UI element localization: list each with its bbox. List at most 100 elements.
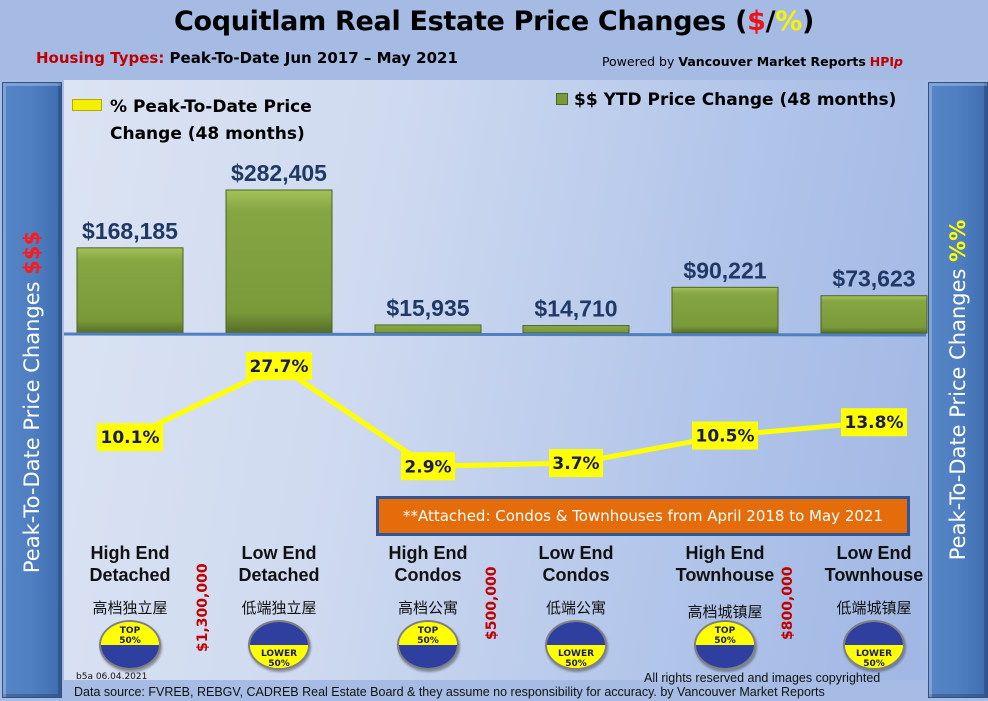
badge-line2: 50% [863,659,885,669]
bar-value-label: $15,935 [386,295,469,321]
legend-line-swatch [72,99,102,111]
point-label-background [401,452,455,481]
bar [76,247,184,334]
version-stamp: b5a 06.04.2021 [76,672,148,682]
category-line1: Low End [836,543,912,563]
badge-line1: TOP [417,626,439,636]
subtitle-text: Peak-To-Date Jun 2017 – May 2021 [164,49,458,67]
powered-hpi-p: p [894,54,903,69]
point-value-label: 3.7% [552,454,599,474]
bar-value-label: $282,405 [231,160,327,186]
bar [225,189,333,334]
subtitle: Housing Types: Peak-To-Date Jun 2017 – M… [36,49,458,67]
badge-line1: TOP [714,626,736,636]
legend-dollar: $$ YTD Price Change (48 months) [556,90,896,110]
badge-line2: 50% [714,636,736,646]
price-threshold-label: $1,300,000 [195,563,211,652]
point-label-background [246,352,312,380]
subtitle-label: Housing Types: [36,49,165,67]
category-chinese: 低端公寓 [545,599,606,617]
category-line2: Condos [394,565,462,585]
price-threshold-label: $800,000 [780,566,796,640]
category-label: High End Condos [358,542,498,586]
category-chinese: 低端独立屋 [241,599,317,617]
badge-line2: 50% [417,636,439,646]
category-label: Low End Condos [506,542,646,586]
rights-notice: All rights reserved and images copyright… [644,671,881,685]
category-line1: Low End [241,543,317,563]
badge-line1: LOWER [557,649,595,659]
powered-by: Powered by Vancouver Market Reports HPIp [602,54,903,69]
lower-50-badge-icon: LOWER 50% [545,620,607,670]
point-label-background [97,423,163,452]
category-line1: Low End [538,543,614,563]
badge-line1: LOWER [855,649,893,659]
point-value-label: 10.5% [696,427,755,447]
category-chinese: 高档独立屋 [92,599,168,617]
chart-title: Coquitlam Real Estate Price Changes ($/%… [0,6,988,37]
right-axis-panel: Peak-To-Date Price Changes %% [928,82,988,698]
category-line2: Townhouse [824,565,924,585]
badge-line1: LOWER [260,649,298,659]
badge-line2: 50% [119,636,141,646]
category-line2: Townhouse [675,565,775,585]
category-chinese: 高档公寓 [397,599,458,617]
legend-bar-swatch [556,93,568,105]
legend-percent: % Peak-To-Date Price Change (48 months) [72,94,312,148]
plot-area [64,80,926,680]
point-value-label: 2.9% [404,457,451,477]
lower-50-badge-icon: LOWER 50% [843,620,905,670]
bar [522,325,630,334]
point-value-label: 10.1% [101,428,160,448]
category-line2: Condos [542,565,610,585]
legend-percent-line2: Change (48 months) [110,124,305,144]
category-line1: High End [388,543,468,563]
badge-line1: TOP [119,626,141,636]
bar-value-label: $73,623 [832,266,915,292]
attached-note: **Attached: Condos & Townhouses from Apr… [376,496,910,536]
price-threshold-label: $500,000 [484,566,500,640]
category-chinese: 低端城镇屋 [836,599,912,617]
badge-line2: 50% [565,659,587,669]
bar-value-label: $14,710 [534,296,617,322]
top-50-badge-icon: TOP 50% [397,620,459,670]
powered-brand: Vancouver Market Reports [678,54,866,69]
powered-prefix: Powered by [601,54,679,69]
category-line2: Detached [89,565,171,585]
category-line1: High End [90,543,170,563]
bar-value-label: $168,185 [82,218,178,244]
title-percent: % [775,6,802,37]
top-50-badge-icon: TOP 50% [99,620,161,670]
point-value-label: 13.8% [845,413,904,433]
category-label: Low End Detached [209,542,349,586]
category-line2: Detached [238,565,320,585]
badge-line2: 50% [268,659,290,669]
category-label: Low End Townhouse [804,542,944,586]
powered-hpi: HPI [869,54,895,69]
point-label-background [692,421,758,450]
bar [820,295,928,334]
point-label-background [841,408,907,437]
bar [374,324,482,334]
category-line1: High End [685,543,765,563]
top-50-badge-icon: TOP 50% [694,620,756,670]
title-text: Coquitlam Real Estate Price Changes ( [173,6,748,37]
title-dollar: $ [747,6,766,37]
category-label: High End Detached [60,542,200,586]
bar [671,286,779,334]
legend-dollar-text: $$ YTD Price Change (48 months) [574,90,897,110]
lower-50-badge-icon: LOWER 50% [248,620,310,670]
bar-value-label: $90,221 [683,257,766,283]
left-axis-panel: Peak-To-Date Price Changes $$$ [2,82,62,698]
point-label-background [549,449,603,478]
category-chinese: 高档城镇屋 [687,603,763,621]
data-source: Data source: FVREB, REBGV, CADREB Real E… [74,685,825,699]
header-band [0,0,988,80]
chart-baseline [63,332,927,337]
percent-line [128,363,875,469]
legend-percent-line1: % Peak-To-Date Price [110,97,312,117]
title-slash: / [765,6,776,37]
category-label: High End Townhouse [655,542,795,586]
point-value-label: 27.7% [250,357,309,377]
